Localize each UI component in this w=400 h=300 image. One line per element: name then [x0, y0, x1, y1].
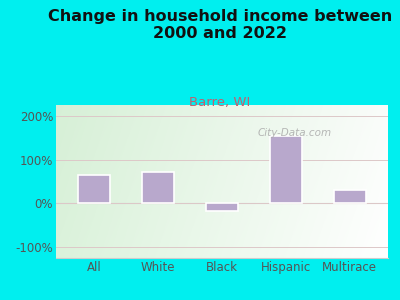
- Bar: [206, 203, 238, 211]
- Bar: [334, 190, 366, 203]
- Text: City-Data.com: City-Data.com: [258, 128, 332, 137]
- Bar: [78, 175, 110, 203]
- Bar: [270, 136, 302, 203]
- Text: Barre, WI: Barre, WI: [189, 96, 251, 109]
- Text: Change in household income between
2000 and 2022: Change in household income between 2000 …: [48, 9, 392, 41]
- Bar: [142, 172, 174, 203]
